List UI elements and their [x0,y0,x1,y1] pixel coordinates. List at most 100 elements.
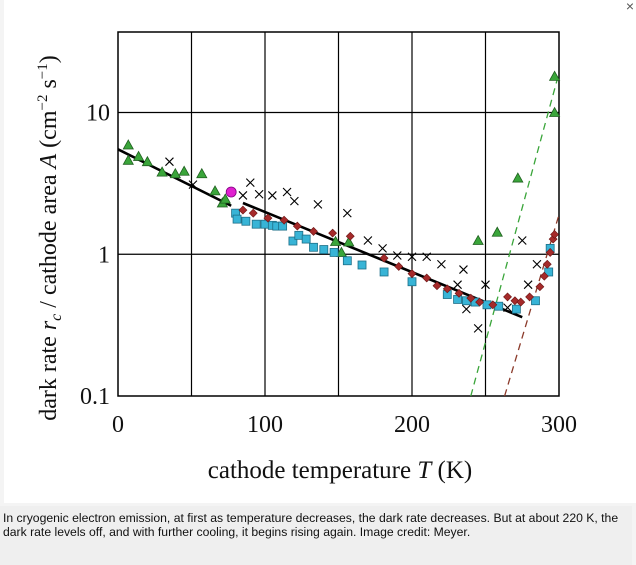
red-diamond-point [407,269,417,279]
green-triangle-point [209,185,221,196]
black-crosse-point [437,259,446,269]
red-diamond-point [475,297,485,307]
grid [117,31,560,397]
black-crosse-point [459,265,468,274]
red-diamond-point [545,248,555,257]
blue-square-point [241,216,251,226]
blue-square-point [544,267,554,277]
blue-square-point [357,260,367,270]
blue-square-point [309,242,318,252]
red-diamond-point [466,293,476,303]
red-diamond-point [454,288,464,298]
black-crosse-point [523,280,533,290]
y-tick-labels: 0.1 1 10 [80,101,110,410]
x-tick-label: 0 [112,412,124,438]
black-crosse-point [165,157,174,167]
green-triangle-point [548,106,561,117]
green-triangle-point [122,154,134,165]
green-dashed-fit-line [470,72,560,397]
red-diamond-point [394,262,404,271]
y-tick-label: 0.1 [80,384,110,410]
red-diamond-point [516,297,526,307]
red-diamond-point [503,292,512,302]
black-crosse-point [422,252,432,262]
red-diamond-point [548,234,558,244]
blue-square-point [232,214,242,224]
blue-square-point [288,236,298,246]
blue-square-point [453,295,462,304]
red-diamond-point [550,230,560,239]
black-crosse-point [238,191,248,200]
red-diamond-point [422,273,432,283]
green-triangle-point [548,70,561,81]
green-triangle-point [329,235,342,246]
black-crosse-point [245,178,255,188]
red-diamond-point [379,253,389,263]
blue-square-point [319,245,329,254]
blue-square-point [511,304,521,314]
blue-square-point [342,256,352,266]
red-diamond-point [442,284,452,294]
red-diamond-point [328,228,338,238]
red-diamond-point [432,281,442,291]
black-crosse-point [267,191,277,200]
x-tick-labels: 0 100 200 300 [112,412,577,438]
y-tick-label: 1 [98,242,110,268]
red-diamond-point [345,231,355,241]
red-diamond-point [539,271,549,281]
blue-square-point [329,248,339,257]
blue-square-point [379,267,389,277]
blue-square-point [294,230,304,240]
black-crosse-point [254,189,264,199]
close-icon[interactable]: × [625,0,634,14]
blue-square-point [494,301,504,311]
black-crosse-point [453,280,462,290]
black-crosse-point [481,280,490,290]
black-crosse-point [503,303,512,313]
green-triangle-point [472,234,484,245]
image-caption: In cryogenic electron emission, at first… [0,506,632,565]
red-diamond-point [525,292,535,302]
black-crosse-point [290,196,299,206]
black-crosse-point [313,199,323,209]
green-triangle-point [512,172,524,183]
green-triangle-point [141,155,154,167]
green-triangle-point [132,150,145,161]
black-crosse-point [473,323,483,333]
black-crosse-point [462,304,471,314]
red-diamond-point [263,213,273,223]
red-diamond-point [542,259,552,269]
red-diamond-point [309,226,318,236]
black-crosse-point [407,252,417,262]
green-triangle-point [178,165,190,176]
black-crosse-point [378,244,387,253]
black-crosse-point [363,236,373,245]
green-triangle-point [122,139,134,150]
red-diamond-point [248,208,258,218]
green-triangle-point [156,166,168,177]
blue-square-point [301,234,311,244]
x-tick-label: 100 [247,412,283,438]
chart-container: 0 100 200 300 0.1 1 10 cathode temperature T … [4,0,636,503]
x-axis-label: cathode temperature T (K) [208,457,472,484]
green-triangle-point [219,193,231,204]
data-points [122,70,561,333]
black-crosse-point [392,251,402,260]
y-axis-label: dark rate rc / cathode area A (cm−2 s−1) [35,55,65,421]
green-triangle-point [335,246,348,257]
x-tick-label: 300 [541,412,577,438]
dark-rate-chart: 0 100 200 300 0.1 1 10 cathode temperature T … [35,31,577,484]
red-diamond-point [279,215,289,225]
green-triangle-point [491,226,503,237]
green-triangle-point [169,167,182,179]
black-crosse-point [188,180,198,190]
red-diamond-point [238,205,248,215]
red-diamond-point [535,282,545,292]
black-crosse-point [342,208,352,218]
magenta-circle-point [225,186,237,198]
black-crosse-point [517,236,527,245]
x-tick-label: 200 [394,412,430,438]
red-diamond-point [292,221,302,231]
blue-square-point [278,221,288,231]
green-triangle-point [343,236,355,247]
